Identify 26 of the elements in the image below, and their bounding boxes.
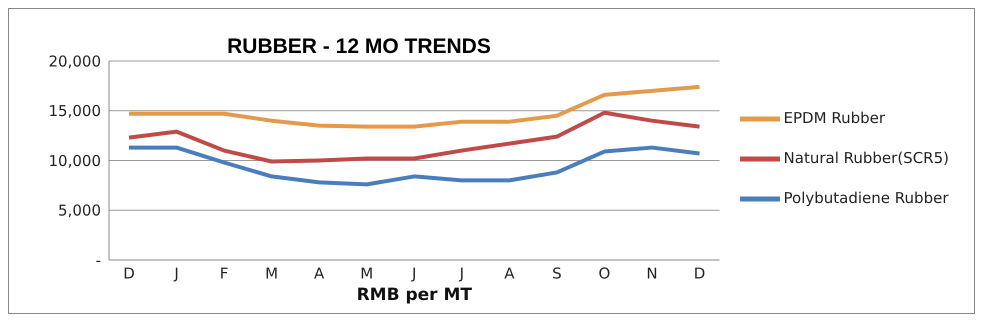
x-tick-label: O bbox=[598, 264, 610, 283]
chart-title: RUBBER - 12 MO TRENDS bbox=[227, 35, 491, 58]
x-tick-label: D bbox=[694, 264, 706, 283]
x-tick-label: M bbox=[265, 264, 278, 283]
x-axis-title: RMB per MT bbox=[356, 285, 472, 305]
legend-label: EPDM Rubber bbox=[784, 109, 886, 128]
line-series bbox=[127, 146, 702, 186]
x-tick-label: F bbox=[220, 264, 228, 283]
x-tick-label: J bbox=[173, 264, 179, 283]
x-tick-label: J bbox=[458, 264, 464, 283]
y-tick-label: 5,000 bbox=[58, 202, 101, 220]
y-tick-label: 15,000 bbox=[48, 102, 101, 120]
x-tick-label: J bbox=[411, 264, 416, 283]
x-tick-label: A bbox=[504, 264, 516, 283]
x-tick-label: D bbox=[123, 264, 135, 283]
x-tick-label: N bbox=[646, 264, 658, 283]
y-tick-label: - bbox=[96, 251, 101, 270]
y-tick-label: 20,000 bbox=[48, 52, 101, 70]
x-tick-label: A bbox=[314, 264, 326, 283]
line-series bbox=[127, 84, 702, 129]
line-series bbox=[127, 110, 702, 164]
legend-label: Polybutadiene Rubber bbox=[784, 189, 948, 208]
x-tick-label: S bbox=[552, 264, 562, 283]
legend-label: Natural Rubber(SCR5) bbox=[784, 149, 949, 168]
x-tick-label: M bbox=[360, 264, 374, 283]
y-tick-label: 10,000 bbox=[48, 152, 101, 170]
